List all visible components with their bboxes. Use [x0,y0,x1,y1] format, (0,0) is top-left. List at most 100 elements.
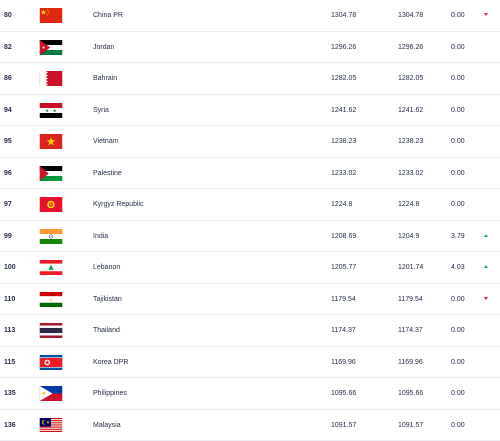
rank-cell: 96 [4,158,12,190]
team-name[interactable]: Jordan [93,32,114,64]
table-row[interactable]: 97 Kyrgyz Republic 1224.8 1224.8 0.00 [0,189,500,221]
trend-down-icon [483,0,491,32]
total-points: 1296.26 [331,32,356,64]
total-points: 1241.62 [331,95,356,127]
trend-up-icon [483,221,491,253]
table-row[interactable]: 115 Korea DPR 1169.96 1169.96 0.00 [0,347,500,379]
table-row[interactable]: 113 Thailand 1174.37 1174.37 0.00 [0,315,500,347]
team-name[interactable]: Bahrain [93,63,117,95]
rank-cell: 135 [4,378,16,410]
total-points: 1205.77 [331,252,356,284]
previous-points: 1296.26 [398,32,423,64]
points-difference: 0.00 [451,158,465,190]
previous-points: 1282.05 [398,63,423,95]
team-name[interactable]: Vietnam [93,126,119,158]
rank-cell: 99 [4,221,12,253]
table-row[interactable]: 86 Bahrain 1282.05 1282.05 0.00 [0,63,500,95]
table-row[interactable]: 135 Philippines 1095.66 1095.66 0.00 [0,378,500,410]
previous-points: 1091.57 [398,410,423,441]
table-row[interactable]: 96 Palestine 1233.02 1233.02 0.00 [0,158,500,190]
total-points: 1174.37 [331,315,356,347]
vietnam-flag-icon [38,134,64,149]
team-name[interactable]: India [93,221,108,253]
trend-up-icon [483,252,491,284]
points-difference: 0.00 [451,378,465,410]
table-row[interactable]: 94 Syria 1241.62 1241.62 0.00 [0,95,500,127]
table-row[interactable]: 95 Vietnam 1238.23 1238.23 0.00 [0,126,500,158]
rank-cell: 86 [4,63,12,95]
table-row[interactable]: 136 Malaysia 1091.57 1091.57 0.00 [0,410,500,441]
total-points: 1224.8 [331,189,352,221]
points-difference: 0.00 [451,95,465,127]
kyrgyzstan-flag-icon [38,197,64,212]
team-name[interactable]: Syria [93,95,109,127]
previous-points: 1233.02 [398,158,423,190]
table-row[interactable]: 99 India 1208.69 1204.9 3.79 [0,221,500,253]
previous-points: 1095.66 [398,378,423,410]
team-name[interactable]: China PR [93,0,123,32]
lebanon-flag-icon [38,260,64,275]
previous-points: 1201.74 [398,252,423,284]
rank-cell: 82 [4,32,12,64]
rank-cell: 95 [4,126,12,158]
points-difference: 3.79 [451,221,465,253]
points-difference: 4.03 [451,252,465,284]
team-name[interactable]: Malaysia [93,410,121,441]
trend-down-icon [483,284,491,316]
rank-cell: 94 [4,95,12,127]
total-points: 1282.05 [331,63,356,95]
rank-cell: 110 [4,284,15,316]
previous-points: 1174.37 [398,315,423,347]
points-difference: 0.00 [451,284,465,316]
previous-points: 1304.78 [398,0,423,32]
points-difference: 0.00 [451,347,465,379]
tajikistan-flag-icon [38,292,64,307]
team-name[interactable]: Kyrgyz Republic [93,189,144,221]
table-row[interactable]: 82 Jordan 1296.26 1296.26 0.00 [0,32,500,64]
team-name[interactable]: Palestine [93,158,122,190]
india-flag-icon [38,229,64,244]
table-row[interactable]: 100 Lebanon 1205.77 1201.74 4.03 [0,252,500,284]
table-row[interactable]: 110 Tajikistan 1179.54 1179.54 0.00 [0,284,500,316]
table-row[interactable]: 80 China PR 1304.78 1304.78 0.00 [0,0,500,32]
syria-flag-icon [38,103,64,118]
previous-points: 1238.23 [398,126,423,158]
rank-cell: 80 [4,0,12,32]
palestine-flag-icon [38,166,64,181]
total-points: 1169.96 [331,347,356,379]
points-difference: 0.00 [451,189,465,221]
rank-cell: 100 [4,252,16,284]
total-points: 1233.02 [331,158,356,190]
total-points: 1091.57 [331,410,356,441]
total-points: 1179.54 [331,284,356,316]
rank-cell: 115 [4,347,15,379]
points-difference: 0.00 [451,410,465,441]
bahrain-flag-icon [38,71,64,86]
points-difference: 0.00 [451,32,465,64]
total-points: 1238.23 [331,126,356,158]
total-points: 1208.69 [331,221,356,253]
points-difference: 0.00 [451,0,465,32]
points-difference: 0.00 [451,63,465,95]
points-difference: 0.00 [451,315,465,347]
jordan-flag-icon [38,40,64,55]
china-flag-icon [38,8,64,23]
total-points: 1095.66 [331,378,356,410]
team-name[interactable]: Lebanon [93,252,120,284]
north-korea-flag-icon [38,355,64,370]
philippines-flag-icon [38,386,64,401]
previous-points: 1179.54 [398,284,423,316]
previous-points: 1241.62 [398,95,423,127]
rank-cell: 97 [4,189,12,221]
thailand-flag-icon [38,323,64,338]
team-name[interactable]: Korea DPR [93,347,128,379]
points-difference: 0.00 [451,126,465,158]
previous-points: 1204.9 [398,221,419,253]
malaysia-flag-icon [38,418,64,433]
total-points: 1304.78 [331,0,356,32]
team-name[interactable]: Philippines [93,378,127,410]
team-name[interactable]: Tajikistan [93,284,122,316]
team-name[interactable]: Thailand [93,315,120,347]
previous-points: 1224.8 [398,189,419,221]
